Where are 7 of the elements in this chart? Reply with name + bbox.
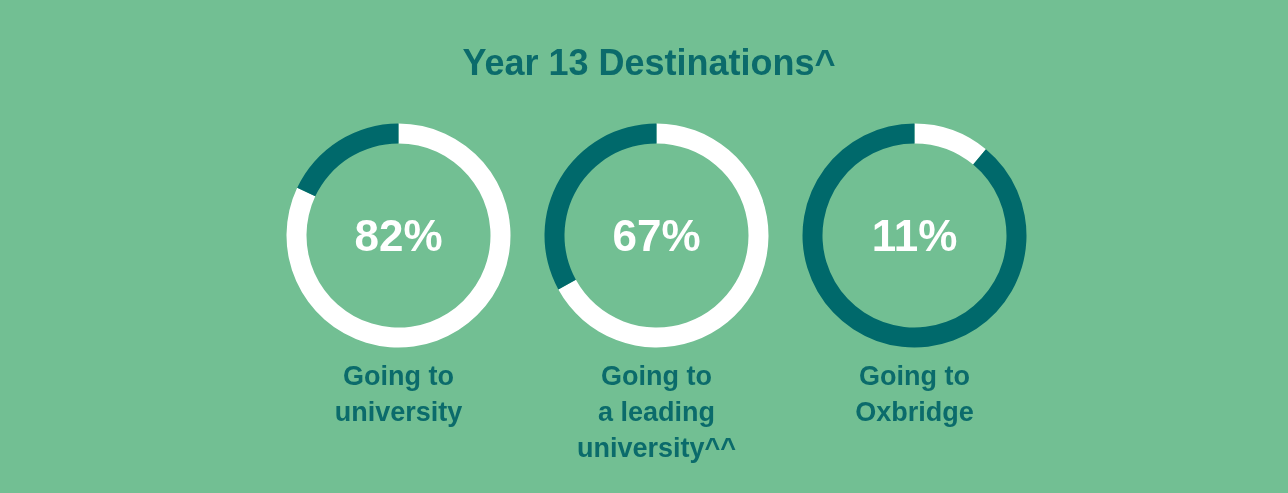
text: 11% bbox=[871, 211, 958, 260]
text: 82% bbox=[354, 211, 443, 260]
text: Year 13 Destinations^ bbox=[462, 41, 836, 85]
text: Going to Oxbridge bbox=[855, 360, 974, 427]
text: 67% bbox=[612, 211, 701, 260]
text: Going to university bbox=[334, 360, 463, 427]
text: Going to a leading university^^ bbox=[576, 360, 737, 463]
